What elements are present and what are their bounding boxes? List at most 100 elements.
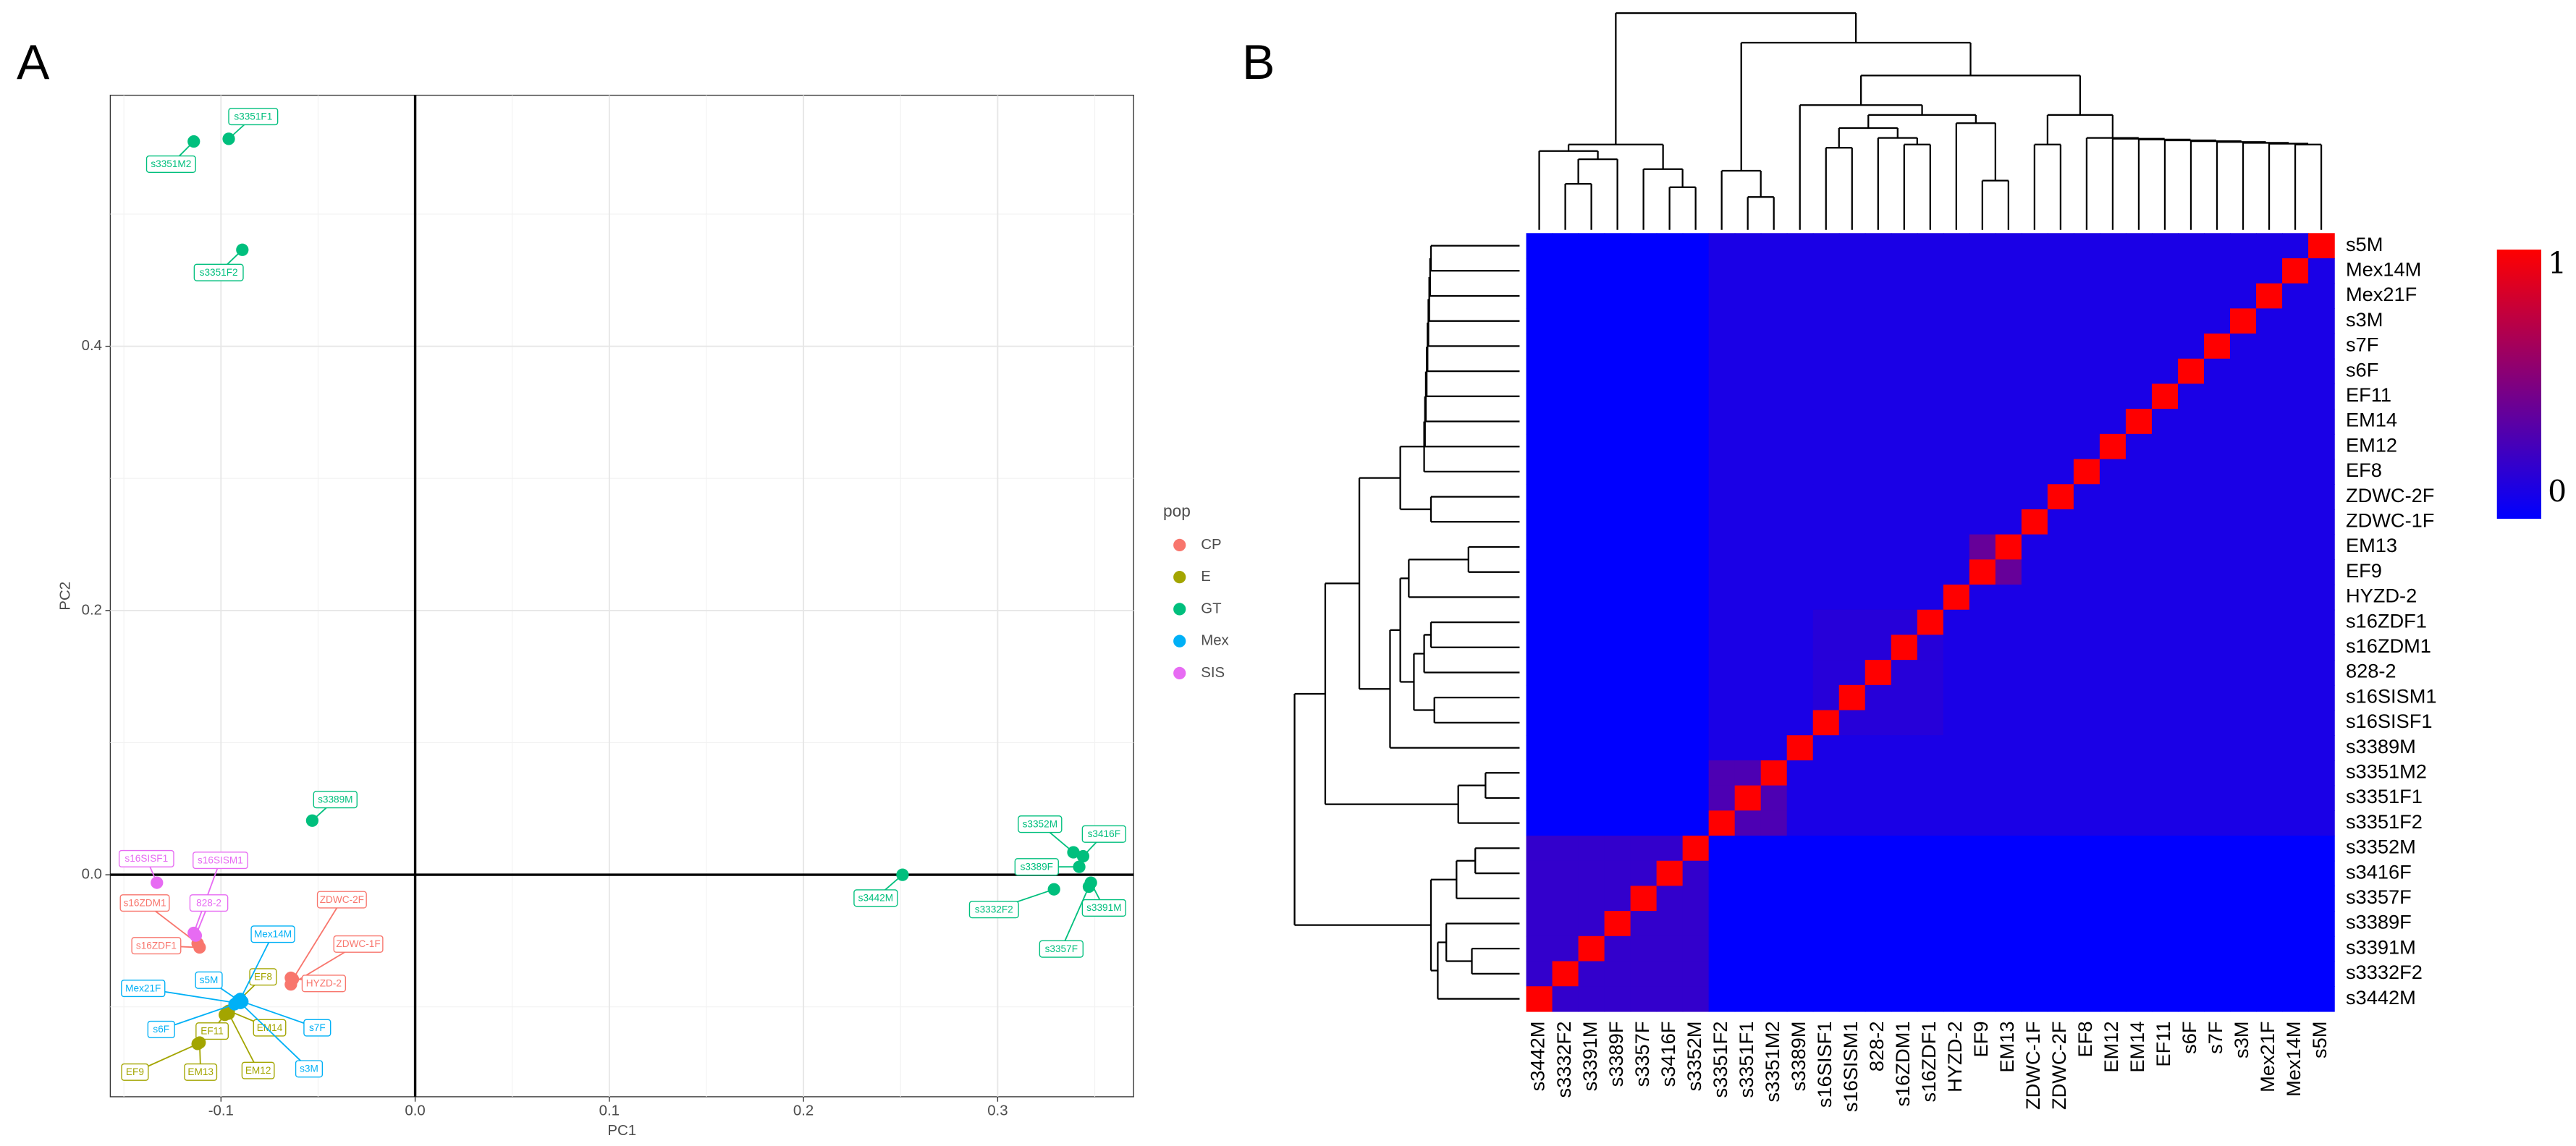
heat-cell: [2230, 911, 2257, 937]
heat-cell: [2047, 334, 2074, 360]
heat-cell: [2230, 986, 2257, 1012]
heat-cell: [1995, 911, 2022, 937]
heat-cell: [2203, 961, 2231, 987]
point: [896, 868, 909, 881]
heat-cell: [2099, 258, 2127, 284]
heat-cell: [1578, 609, 1605, 636]
heat-cell: [2203, 509, 2231, 535]
heat-cell: [1969, 710, 1996, 736]
label-box: [1081, 825, 1126, 843]
heat-cell: [1552, 634, 1579, 661]
heat-cell: [1656, 433, 1684, 460]
heat-cell: [2203, 609, 2231, 636]
heat-cell: [1708, 585, 1736, 611]
heat-cell: [1760, 961, 1788, 987]
heat-cell: [1526, 860, 1553, 887]
heat-cell: [1917, 810, 1944, 836]
heat-cell: [2021, 760, 2048, 786]
heat-cell: [1812, 383, 1840, 409]
heat-cell: [1734, 961, 1762, 987]
heat-cell: [2073, 634, 2100, 661]
heat-cell: [1526, 935, 1553, 962]
heat-cell: [2047, 886, 2074, 912]
heat-cell: [1630, 634, 1657, 661]
heat-cell: [2073, 534, 2100, 561]
heat-cell: [1891, 760, 1918, 786]
heat-cell: [1552, 961, 1579, 987]
heat-cell: [1578, 433, 1605, 460]
heat-cell: [2203, 233, 2231, 259]
heat-cell: [1760, 484, 1788, 510]
heat-cell: [1656, 836, 1684, 862]
heat-cell: [1812, 308, 1840, 334]
row-label: s3391M: [2346, 935, 2416, 958]
heat-cell: [2047, 735, 2074, 761]
heat-cell: [2021, 860, 2048, 887]
heat-cell: [1865, 283, 1892, 310]
heat-cell: [1630, 609, 1657, 636]
point: [1073, 860, 1086, 873]
heat-cell: [1552, 860, 1579, 887]
heat-cell: [2021, 383, 2048, 409]
heat-cell: [2230, 358, 2257, 385]
heat-cell: [1734, 433, 1762, 460]
heat-cell: [2151, 459, 2179, 485]
heat-cell: [2151, 986, 2179, 1012]
heat-cell: [2282, 886, 2309, 912]
heat-cell: [1760, 860, 1788, 887]
heat-cell: [1552, 886, 1579, 912]
heat-cell: [2256, 509, 2283, 535]
heat-cell: [2151, 785, 2179, 812]
heat-cell: [1838, 334, 1866, 360]
heat-cell: [1682, 986, 1710, 1012]
heat-cell: [2256, 308, 2283, 334]
heat-cell: [1630, 258, 1657, 284]
heat-cell: [1943, 609, 1970, 636]
label-box: [121, 1063, 149, 1081]
heat-cell: [1995, 860, 2022, 887]
heat-cell: [1786, 233, 1814, 259]
heat-cell: [1734, 785, 1762, 812]
x-axis-title: PC1: [607, 1123, 636, 1139]
heat-cell: [1891, 609, 1918, 636]
x-tick-label: 0.3: [987, 1103, 1008, 1119]
heat-cell: [1812, 886, 1840, 912]
heat-cell: [1708, 634, 1736, 661]
heat-cell: [1734, 585, 1762, 611]
heat-cell: [1812, 233, 1840, 259]
point-label: 828-2: [196, 897, 221, 908]
row-label: s16SISF1: [2346, 710, 2433, 732]
heat-cell: [1865, 233, 1892, 259]
heat-cell: [2308, 660, 2335, 686]
heat-cell: [1760, 559, 1788, 585]
heat-cell: [1917, 585, 1944, 611]
heat-cell: [2047, 459, 2074, 485]
heat-cell: [1786, 684, 1814, 711]
heat-cell: [1995, 585, 2022, 611]
heat-cell: [1838, 660, 1866, 686]
heat-cell: [2177, 358, 2205, 385]
heat-cell: [2282, 383, 2309, 409]
heat-cell: [1838, 358, 1866, 385]
heat-cell: [1552, 710, 1579, 736]
heat-cell: [1865, 660, 1892, 686]
heat-cell: [2073, 760, 2100, 786]
heat-cell: [1708, 308, 1736, 334]
heat-cell: [2099, 785, 2127, 812]
label-box: [295, 1060, 324, 1078]
heat-cell: [1969, 860, 1996, 887]
heat-cell: [1682, 334, 1710, 360]
heat-cell: [1682, 710, 1710, 736]
label-box: [1018, 815, 1063, 833]
heat-cell: [2151, 433, 2179, 460]
heat-cell: [2047, 433, 2074, 460]
heat-cell: [1943, 760, 1970, 786]
col-label: Mex14M: [2282, 1022, 2305, 1097]
heat-cell: [1838, 484, 1866, 510]
heat-cell: [2203, 836, 2231, 862]
point: [1047, 883, 1060, 896]
heat-cell: [2203, 585, 2231, 611]
heat-cell: [1838, 459, 1866, 485]
legend-key: [1173, 603, 1186, 616]
heat-cell: [1630, 559, 1657, 585]
